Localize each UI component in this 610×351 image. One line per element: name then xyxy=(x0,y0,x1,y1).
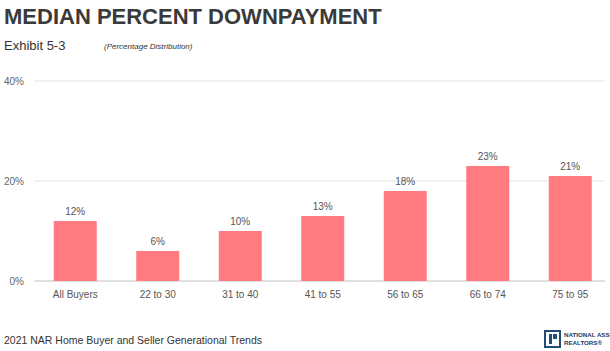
logo-text: NATIONAL ASSOCIATION OF xyxy=(564,331,610,338)
x-tick-label: 66 to 74 xyxy=(470,289,507,300)
x-tick-label: All Buyers xyxy=(53,289,98,300)
bar xyxy=(301,216,344,281)
data-label: 23% xyxy=(478,151,498,162)
grid xyxy=(34,81,605,281)
logo-box xyxy=(545,331,560,347)
labels: 12% 6% 10% 13% 18% 23% 21% xyxy=(65,151,580,247)
logo-glyph xyxy=(553,334,557,339)
title: MEDIAN PERCENT DOWNPAYMENT xyxy=(4,4,382,29)
logo-glyph xyxy=(549,334,552,344)
x-tick-label: 41 to 55 xyxy=(305,289,342,300)
subtitle: Exhibit 5-3 xyxy=(4,38,65,53)
logo: NATIONAL ASSOCIATION OFREALTORS® xyxy=(545,331,610,347)
data-label: 13% xyxy=(313,201,333,212)
data-label: 6% xyxy=(151,236,166,247)
data-label: 12% xyxy=(65,206,85,217)
bar xyxy=(549,176,592,281)
x-tick-label: 31 to 40 xyxy=(222,289,259,300)
chart-svg: MEDIAN PERCENT DOWNPAYMENT Exhibit 5-3 (Pe… xyxy=(0,0,610,351)
note: (Percentage Distribution) xyxy=(104,42,193,51)
chart-root: MEDIAN PERCENT DOWNPAYMENT Exhibit 5-3 (Pe… xyxy=(0,0,610,351)
source: 2021 NAR Home Buyer and Seller Generatio… xyxy=(4,334,262,346)
bar xyxy=(219,231,262,281)
y-tick-label: 0% xyxy=(10,276,25,287)
bar xyxy=(54,221,97,281)
bars xyxy=(54,166,592,281)
grid-line xyxy=(34,81,605,82)
x-tick-label: 22 to 30 xyxy=(140,289,177,300)
x-tick-label: 75 to 95 xyxy=(552,289,589,300)
y-tick-label: 20% xyxy=(4,176,24,187)
bar xyxy=(136,251,179,281)
x-tick-label: 56 to 65 xyxy=(387,289,424,300)
data-label: 18% xyxy=(395,176,415,187)
bar xyxy=(384,191,427,281)
data-label: 21% xyxy=(560,161,580,172)
grid-line xyxy=(34,181,605,182)
data-label: 10% xyxy=(230,216,250,227)
y-tick-label: 40% xyxy=(4,76,24,87)
logo-text: REALTORS® xyxy=(564,339,602,346)
bar xyxy=(466,166,509,281)
